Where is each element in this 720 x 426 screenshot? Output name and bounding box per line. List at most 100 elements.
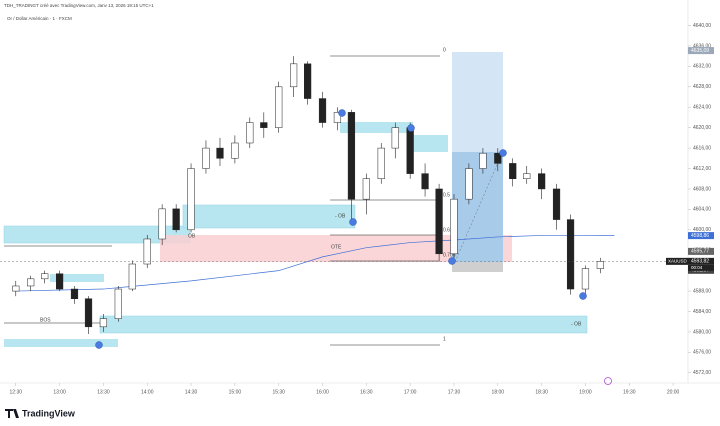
- candle-body: [70, 288, 79, 299]
- candle-body: [421, 173, 429, 190]
- candle-body: [202, 147, 210, 169]
- candle-body: [231, 142, 239, 159]
- axes: 4572,004576,004580,004584,004588,004592,…: [10, 23, 714, 395]
- x-tick-label: 19:00: [579, 389, 592, 395]
- x-tick-label: 15:30: [272, 389, 285, 395]
- x-tick-label: 18:30: [535, 389, 548, 395]
- label: OTE: [331, 244, 342, 250]
- x-tick-label: 17:00: [404, 389, 417, 395]
- symbol-box: [666, 257, 688, 265]
- event-icon: [604, 377, 612, 385]
- candle-body: [128, 263, 136, 290]
- candle-body: [333, 112, 342, 123]
- x-tick-label: 15:00: [229, 389, 242, 395]
- price-label: 4595,77: [691, 249, 709, 255]
- y-tick-label: 4604,00: [693, 207, 711, 213]
- y-tick-label: 4624,00: [693, 105, 711, 111]
- x-tick-label: 13:30: [97, 389, 110, 395]
- countdown-box: [688, 264, 714, 271]
- candle-body: [465, 168, 473, 200]
- pivot: [499, 149, 507, 157]
- label: 1: [443, 336, 446, 342]
- x-tick-label: 13:00: [53, 389, 66, 395]
- pivot: [407, 124, 415, 132]
- candle-body: [158, 208, 166, 240]
- candle-body: [41, 273, 49, 280]
- label: 0.705: [443, 252, 456, 258]
- y-tick-label: 4636,00: [693, 43, 711, 49]
- price-label: 4635,09: [691, 48, 709, 54]
- candle-body: [304, 63, 312, 99]
- candle-body: [84, 298, 93, 328]
- candle-body: [523, 173, 531, 179]
- brand: TradingView: [22, 408, 76, 418]
- label: - OB: [571, 321, 582, 327]
- candle-body: [347, 112, 356, 200]
- countdown: 00:04: [691, 265, 703, 270]
- y-tick-label: 4608,00: [693, 186, 711, 192]
- candle-body: [290, 63, 298, 88]
- plot: [0, 56, 688, 334]
- candle-body: [362, 178, 370, 200]
- zone: [50, 274, 104, 282]
- stop-box: [452, 262, 503, 272]
- target-box: [452, 52, 503, 152]
- candle-body: [566, 219, 575, 290]
- zone: [4, 339, 118, 347]
- moving-average: [15, 235, 615, 292]
- candle-body: [275, 86, 283, 128]
- pivot: [95, 341, 103, 349]
- label: - OB: [335, 213, 346, 219]
- zone: [340, 122, 413, 133]
- pivot: [338, 109, 346, 117]
- candle-body: [27, 278, 35, 287]
- price-label-box: [688, 232, 714, 240]
- candle-body: [552, 188, 561, 220]
- zone: [3, 225, 191, 244]
- label: 0.5: [443, 192, 450, 198]
- y-tick-label: 4580,00: [693, 329, 711, 335]
- candle-body: [99, 318, 108, 328]
- candle-body: [377, 147, 385, 179]
- candle-body: [391, 127, 399, 149]
- y-tick-label: 4588,00: [693, 288, 711, 294]
- logo: [5, 409, 19, 418]
- x-tick-label: 12:30: [10, 389, 23, 395]
- x-tick-label: 20:00: [667, 389, 680, 395]
- y-tick-label: 4628,00: [693, 84, 711, 90]
- candle-body: [114, 288, 122, 319]
- candle-body: [55, 273, 64, 290]
- y-tick-label: 4576,00: [693, 350, 711, 356]
- label: BOS: [40, 317, 51, 323]
- y-tick-label: 4584,00: [693, 309, 711, 315]
- y-tick-label: 4640,00: [693, 23, 711, 29]
- label: 0: [443, 47, 446, 53]
- price-label: 4598,86: [691, 233, 709, 239]
- candle-body: [406, 127, 414, 174]
- price-label-box: [688, 247, 714, 255]
- chart-title: Or / Dollar Américain · 1 · FXCM: [7, 16, 72, 21]
- pivots: [95, 109, 587, 349]
- x-tick-label: 16:00: [316, 389, 329, 395]
- candle-body: [538, 173, 546, 190]
- label: OB: [188, 233, 196, 239]
- candle-body: [12, 285, 20, 292]
- price-label-box: [688, 257, 714, 265]
- candle-body: [450, 198, 458, 255]
- pivot: [448, 257, 456, 265]
- candle-body: [143, 238, 151, 265]
- symbol-label: XAUUSD: [668, 259, 688, 264]
- candle-body: [596, 261, 604, 269]
- candle-body: [435, 188, 443, 255]
- candle-body: [318, 98, 327, 123]
- candle-body: [260, 122, 268, 128]
- y-tick-label: 4572,00: [693, 370, 711, 376]
- y-tick-label: 4616,00: [693, 145, 711, 151]
- candle-body: [216, 147, 224, 159]
- pivot: [579, 292, 587, 300]
- y-tick-label: 4620,00: [693, 125, 711, 131]
- y-tick-label: 4600,00: [693, 227, 711, 233]
- price-label: 4593,82: [691, 259, 709, 265]
